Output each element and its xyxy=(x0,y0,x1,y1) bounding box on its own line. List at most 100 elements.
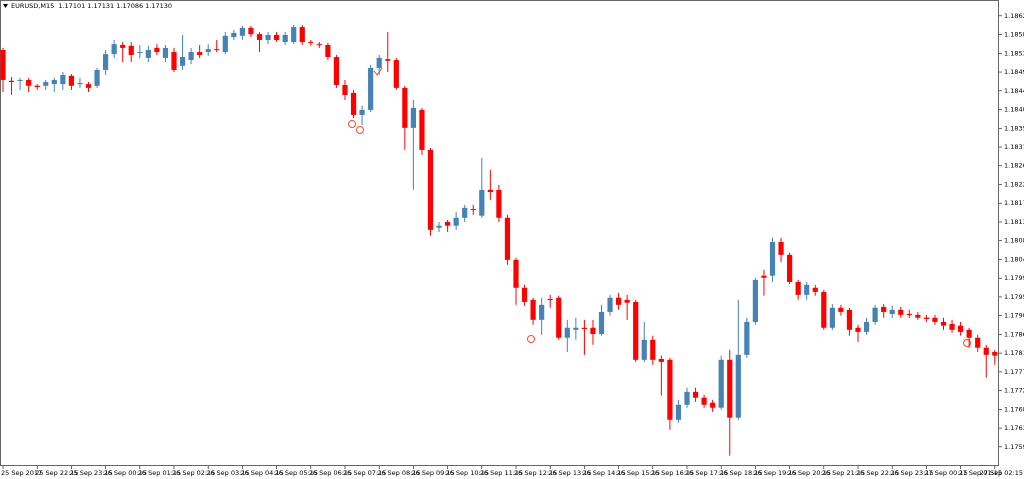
candle-body xyxy=(692,391,699,398)
y-tick-label: 1.17815 xyxy=(1004,349,1024,357)
candle-body xyxy=(496,189,502,218)
candle-body xyxy=(564,327,570,338)
x-tick-label: 26 Sep 15:15 xyxy=(617,469,660,477)
y-tick-label: 1.17950 xyxy=(1004,293,1024,301)
candle-body xyxy=(427,149,434,230)
candle-body xyxy=(231,32,237,38)
y-tick-label: 1.18310 xyxy=(1004,143,1024,151)
candle-body xyxy=(60,74,66,85)
x-tick-label: 26 Sep 12:15 xyxy=(514,469,557,477)
candle-body xyxy=(145,49,151,58)
y-tick-label: 1.18445 xyxy=(1004,87,1024,95)
y-tick-label: 1.17680 xyxy=(1004,405,1024,413)
candle-body xyxy=(821,291,827,328)
candle-body xyxy=(658,358,664,362)
candle-body xyxy=(598,311,605,334)
candle-body xyxy=(368,67,374,110)
candle-body xyxy=(675,404,682,420)
candle-body xyxy=(436,225,442,228)
candle-body xyxy=(940,321,947,326)
candle-body xyxy=(137,52,143,54)
candle-body xyxy=(419,109,425,150)
candle-body xyxy=(256,34,263,40)
x-tick-label: 26 Sep 09:15 xyxy=(411,469,454,477)
y-tick-label: 1.18130 xyxy=(1004,218,1024,226)
candle-body xyxy=(68,75,74,86)
y-tick-label: 1.18175 xyxy=(1004,199,1024,207)
plot-frame xyxy=(0,0,999,466)
candle-body xyxy=(26,79,32,86)
candle-body xyxy=(906,313,912,315)
candle-body xyxy=(624,299,630,303)
candle-body xyxy=(77,82,83,85)
candle-body xyxy=(291,27,297,43)
candle-body xyxy=(85,84,92,88)
candle-body xyxy=(804,284,810,295)
x-tick-label: 27 Sep 00:15 xyxy=(924,469,967,477)
candle-body xyxy=(641,339,647,360)
candle-body xyxy=(889,309,895,314)
candle-body xyxy=(111,44,117,55)
y-tick-label: 1.17860 xyxy=(1004,330,1024,338)
candle-body xyxy=(778,241,784,255)
candle-body xyxy=(103,54,109,70)
x-tick-label: 26 Sep 18:15 xyxy=(719,469,762,477)
candle-body xyxy=(487,189,493,192)
x-tick-label: 26 Sep 07:15 xyxy=(343,469,386,477)
x-tick-label: 26 Sep 01:15 xyxy=(138,469,181,477)
candle-body xyxy=(325,44,331,58)
candle-body xyxy=(197,52,203,55)
x-tick-label: 26 Sep 23:15 xyxy=(890,469,933,477)
candle-body xyxy=(128,45,134,55)
x-tick-label: 26 Sep 05:15 xyxy=(275,469,318,477)
candle-body xyxy=(881,306,887,312)
y-tick-label: 1.18265 xyxy=(1004,162,1024,170)
candle-body xyxy=(248,27,254,35)
x-tick-label: 26 Sep 13:15 xyxy=(548,469,591,477)
candle-body xyxy=(43,82,49,86)
y-tick-label: 1.17995 xyxy=(1004,274,1024,282)
candle-body xyxy=(385,59,391,61)
x-tick-label: 26 Sep 22:15 xyxy=(856,469,899,477)
y-tick-label: 1.17770 xyxy=(1004,368,1024,376)
candle-body xyxy=(120,44,126,48)
x-tick-label: 26 Sep 19:15 xyxy=(753,469,796,477)
candle-body xyxy=(162,47,169,58)
candle-body xyxy=(0,49,6,80)
candle-body xyxy=(701,397,707,405)
candle-body xyxy=(154,47,160,53)
y-tick-label: 1.18040 xyxy=(1004,255,1024,263)
candle-body xyxy=(710,402,716,408)
signal-icon xyxy=(527,335,535,343)
candle-body xyxy=(616,297,622,305)
candle-body xyxy=(949,323,955,330)
chart-title: EURUSD,M15 1.17101 1.17131 1.17086 1.171… xyxy=(11,2,172,10)
signal-icon xyxy=(963,339,971,347)
y-tick-label: 1.17725 xyxy=(1004,387,1024,395)
candle-body xyxy=(214,49,220,51)
candle-body xyxy=(470,209,476,211)
candle-body xyxy=(607,297,613,312)
candle-body xyxy=(171,52,177,70)
candle-body xyxy=(915,314,921,318)
candle-body xyxy=(863,321,870,332)
candle-body xyxy=(838,307,844,312)
x-tick-label: 26 Sep 04:15 xyxy=(240,469,283,477)
x-tick-label: 27 Sep 01:15 xyxy=(959,469,1002,477)
y-tick-label: 1.18580 xyxy=(1004,31,1024,39)
candle-body xyxy=(992,351,998,356)
candle-body xyxy=(787,254,793,282)
candle-body xyxy=(513,259,519,288)
candle-body xyxy=(590,327,596,334)
y-tick-label: 1.18535 xyxy=(1004,49,1024,57)
x-tick-label: 26 Sep 06:15 xyxy=(309,469,352,477)
candle-body xyxy=(342,84,348,95)
candle-body xyxy=(530,299,536,320)
candle-body xyxy=(547,299,553,301)
candle-body xyxy=(812,287,818,292)
candle-body xyxy=(898,309,904,315)
candle-body xyxy=(239,27,245,36)
candle-body xyxy=(958,325,964,332)
candle-body xyxy=(205,49,211,53)
